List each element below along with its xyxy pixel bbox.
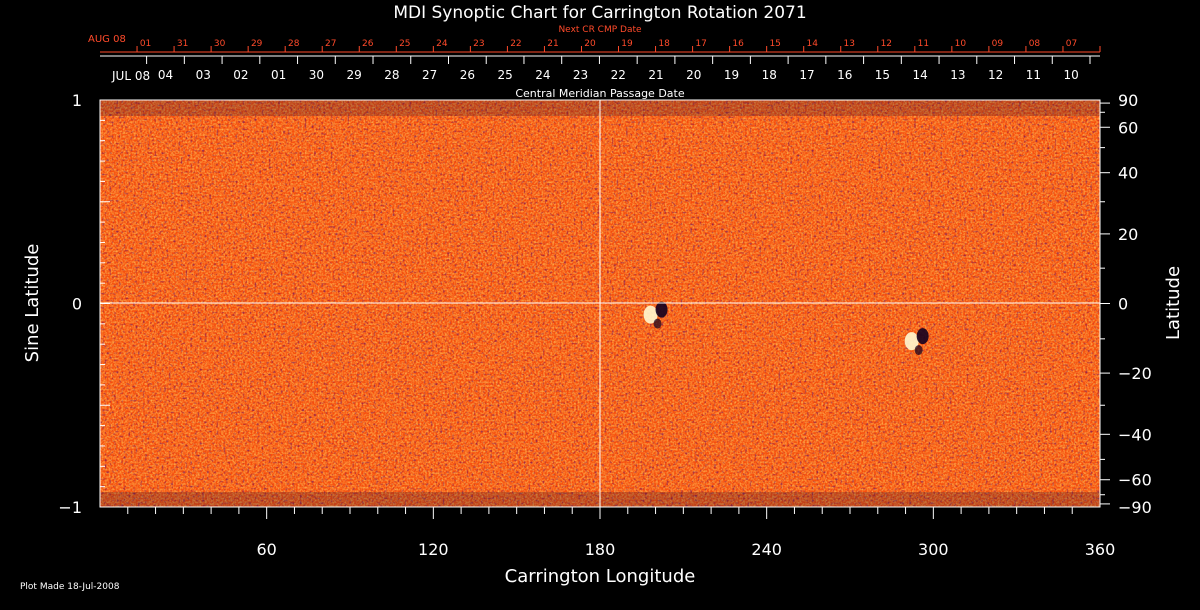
- cmp-date: 19: [724, 68, 739, 82]
- next-cr-date: 23: [473, 39, 484, 49]
- y-right-tick-label: 60: [1118, 118, 1138, 137]
- next-cr-date: 07: [1066, 39, 1077, 49]
- cmp-date: 30: [309, 68, 324, 82]
- y-right-tick-label: −90: [1118, 498, 1152, 517]
- cmp-date: 02: [233, 68, 248, 82]
- y-left-tick-label: −1: [58, 498, 82, 517]
- y-left-tick-label: 1: [72, 91, 82, 110]
- cmp-month: JUL 08: [111, 69, 150, 83]
- cmp-date: 26: [460, 68, 475, 82]
- next-cr-date: 16: [732, 39, 744, 49]
- cmp-date: 22: [611, 68, 626, 82]
- cmp-date: 12: [988, 68, 1003, 82]
- cmp-date: 03: [196, 68, 211, 82]
- cmp-axis-label: Central Meridian Passage Date: [515, 87, 684, 100]
- x-tick-label: 60: [256, 540, 276, 559]
- y-left-tick-label: 0: [72, 295, 82, 314]
- y-right-tick-label: 40: [1118, 164, 1138, 183]
- x-tick-label: 180: [585, 540, 616, 559]
- next-cr-date: 24: [436, 39, 448, 49]
- active-region: [643, 301, 668, 329]
- next-cr-month: AUG 08: [88, 34, 126, 45]
- next-cr-date: 08: [1029, 39, 1041, 49]
- cmp-date: 17: [799, 68, 814, 82]
- cmp-date: 16: [837, 68, 852, 82]
- next-cr-date: 19: [621, 39, 633, 49]
- x-tick-label: 120: [418, 540, 449, 559]
- next-cr-date: 21: [547, 39, 558, 49]
- next-cr-date: 25: [399, 39, 410, 49]
- next-cr-date: 17: [695, 39, 706, 49]
- next-cr-date: 01: [140, 39, 151, 49]
- cmp-date: 13: [950, 68, 965, 82]
- next-cr-date: 15: [769, 39, 780, 49]
- y-left-axis-label: Sine Latitude: [22, 244, 43, 363]
- next-cr-label: Next CR CMP Date: [558, 25, 642, 35]
- x-axis-ticks: 60 120 180 240 300 360: [127, 507, 1116, 559]
- next-cr-date: 12: [881, 39, 892, 49]
- next-cr-date: 26: [362, 39, 374, 49]
- x-tick-label: 360: [1085, 540, 1116, 559]
- y-right-tick-label: −40: [1118, 425, 1152, 444]
- next-cr-date: 20: [584, 39, 596, 49]
- next-cr-date: 18: [658, 39, 670, 49]
- cmp-date: 24: [535, 68, 550, 82]
- y-left-axis-ticks: 1 0 −1: [58, 91, 110, 517]
- active-region: [904, 328, 929, 356]
- x-axis-label: Carrington Longitude: [505, 566, 696, 587]
- cmp-date: 21: [648, 68, 663, 82]
- next-cr-date: 14: [806, 39, 818, 49]
- cmp-date: 27: [422, 68, 437, 82]
- x-tick-label: 240: [751, 540, 782, 559]
- y-right-tick-label: −60: [1118, 471, 1152, 490]
- next-cr-dates: 01 31 30 29 28 27 26 25 24 23 22 21 20 19 18 17 16 15 14 13…: [136, 39, 1101, 52]
- next-cr-date: 30: [214, 39, 226, 49]
- cmp-date: 28: [384, 68, 399, 82]
- y-right-tick-label: 0: [1118, 295, 1128, 314]
- cmp-date: 14: [913, 68, 928, 82]
- cmp-date: 18: [762, 68, 777, 82]
- cmp-date: 11: [1026, 68, 1041, 82]
- cmp-date-ticks: [146, 56, 1091, 64]
- footer-note: Plot Made 18-Jul-2008: [20, 582, 120, 592]
- active-regions: [643, 301, 929, 356]
- next-cr-date: 31: [177, 39, 188, 49]
- x-tick-label: 300: [918, 540, 949, 559]
- next-cr-date: 13: [844, 39, 855, 49]
- cmp-date: 04: [158, 68, 173, 82]
- y-right-axis-ticks: 90 60 40 20 0 −20 −40 −60 −90: [1100, 91, 1152, 517]
- y-right-tick-label: −20: [1118, 364, 1152, 383]
- cmp-date: 23: [573, 68, 588, 82]
- cmp-date: 10: [1063, 68, 1078, 82]
- cmp-dates: 04 03 02 01 30 29 28 27 26 25 24 23 22 21 20 19 18 17 16 15…: [158, 68, 1079, 82]
- chart-title: MDI Synoptic Chart for Carrington Rotati…: [393, 3, 806, 23]
- next-cr-date: 27: [325, 39, 336, 49]
- y-right-axis-label: Latitude: [1163, 266, 1184, 340]
- y-right-tick-label: 20: [1118, 225, 1138, 244]
- next-cr-date: 22: [510, 39, 521, 49]
- y-right-tick-label: 90: [1118, 91, 1138, 110]
- cmp-date: 15: [875, 68, 890, 82]
- cmp-date: 20: [686, 68, 701, 82]
- next-cr-date: 09: [992, 39, 1004, 49]
- cmp-date: 29: [347, 68, 362, 82]
- next-cr-date: 29: [251, 39, 263, 49]
- cmp-date: 01: [271, 68, 286, 82]
- cmp-date: 25: [497, 68, 512, 82]
- next-cr-date: 10: [955, 39, 967, 49]
- next-cr-date: 28: [288, 39, 300, 49]
- next-cr-date: 11: [918, 39, 929, 49]
